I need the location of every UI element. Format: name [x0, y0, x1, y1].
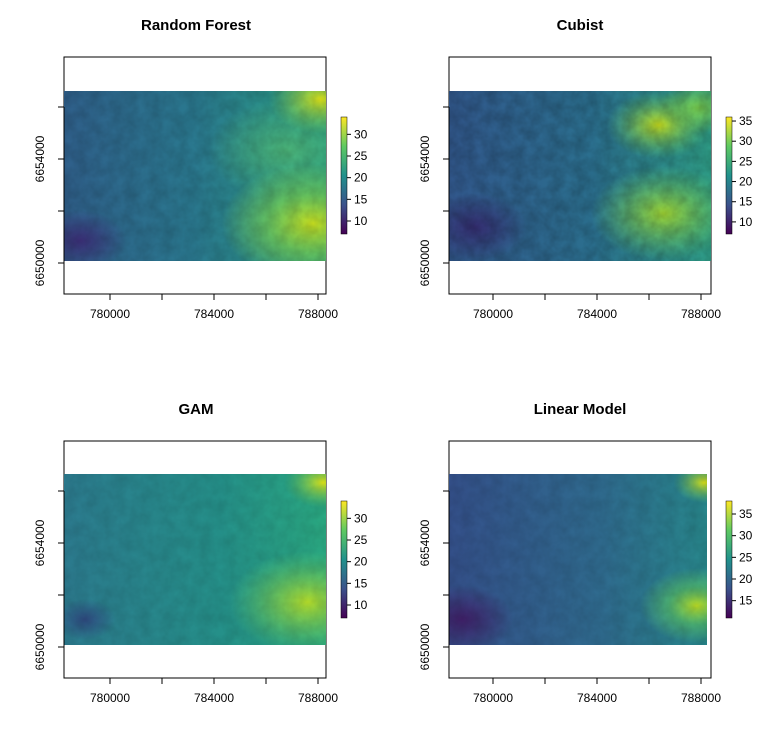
panel-random-forest: Random Forest 780000 784000 788000 [33, 17, 368, 321]
x-axis: 780000 784000 788000 [90, 677, 338, 705]
colorbar-tick-label: 35 [739, 507, 753, 521]
colorbar: 10 15 20 25 30 35 [725, 114, 753, 235]
colorbar-tick-label: 20 [739, 175, 753, 189]
colorbar-tick-label: 25 [354, 533, 368, 547]
y-tick-label: 6650000 [33, 623, 47, 670]
x-tick-label: 780000 [473, 307, 513, 321]
colorbar-tick-label: 20 [354, 555, 368, 569]
colorbar-ramp [725, 500, 733, 619]
y-tick-label: 6654000 [33, 519, 47, 566]
raster [449, 91, 711, 261]
colorbar-ramp [725, 116, 733, 235]
colorbar-tick-label: 25 [739, 154, 753, 168]
colorbar-tick-label: 20 [739, 572, 753, 586]
colorbar-tick-label: 10 [739, 215, 753, 229]
raster [64, 91, 326, 261]
y-tick-label: 6650000 [418, 623, 432, 670]
x-axis: 780000 784000 788000 [473, 677, 721, 705]
chart-title: Linear Model [534, 401, 627, 418]
chart-title: Cubist [557, 17, 604, 34]
y-tick-label: 6650000 [418, 239, 432, 286]
panel-cubist: Cubist 780000 784000 788000 [418, 17, 753, 321]
colorbar-tick-label: 30 [739, 529, 753, 543]
colorbar-tick-label: 25 [354, 149, 368, 163]
colorbar-tick-label: 25 [739, 550, 753, 564]
x-tick-label: 784000 [577, 691, 617, 705]
panel-linear-model: Linear Model 780000 784000 788000 [418, 401, 753, 705]
colorbar-tick-label: 35 [739, 114, 753, 128]
colorbar: 10 15 20 25 30 [340, 500, 368, 619]
y-tick-label: 6654000 [418, 135, 432, 182]
x-tick-label: 780000 [90, 307, 130, 321]
raster [64, 474, 326, 645]
y-axis: 6654000 6650000 [418, 490, 450, 670]
colorbar-tick-label: 15 [354, 192, 368, 206]
y-tick-label: 6654000 [33, 135, 47, 182]
x-tick-label: 788000 [298, 307, 338, 321]
colorbar-tick-label: 10 [354, 598, 368, 612]
colorbar-tick-label: 30 [354, 511, 368, 525]
x-tick-label: 780000 [473, 691, 513, 705]
y-tick-label: 6650000 [33, 239, 47, 286]
chart-title: Random Forest [141, 17, 251, 34]
x-tick-label: 784000 [194, 307, 234, 321]
colorbar-tick-label: 15 [739, 594, 753, 608]
x-tick-label: 780000 [90, 691, 130, 705]
colorbar-tick-label: 15 [739, 195, 753, 209]
colorbar-tick-label: 30 [354, 127, 368, 141]
y-tick-label: 6654000 [418, 519, 432, 566]
colorbar: 10 15 20 25 30 [340, 116, 368, 235]
x-tick-label: 788000 [681, 691, 721, 705]
y-axis: 6654000 6650000 [33, 490, 65, 670]
colorbar-tick-label: 30 [739, 134, 753, 148]
raster [449, 474, 707, 645]
y-axis: 6654000 6650000 [33, 106, 65, 286]
x-axis: 780000 784000 788000 [473, 293, 721, 321]
chart-title: GAM [179, 401, 214, 418]
panel-gam: GAM 780000 784000 788000 6654000 [33, 401, 368, 705]
colorbar-ramp [340, 500, 348, 619]
colorbar-tick-label: 20 [354, 171, 368, 185]
x-tick-label: 788000 [681, 307, 721, 321]
colorbar: 15 20 25 30 35 [725, 500, 753, 619]
colorbar-ramp [340, 116, 348, 235]
x-tick-label: 784000 [194, 691, 234, 705]
colorbar-tick-label: 10 [354, 214, 368, 228]
colorbar-tick-label: 15 [354, 576, 368, 590]
x-tick-label: 788000 [298, 691, 338, 705]
y-axis: 6654000 6650000 [418, 106, 450, 286]
x-axis: 780000 784000 788000 [90, 293, 338, 321]
x-tick-label: 784000 [577, 307, 617, 321]
